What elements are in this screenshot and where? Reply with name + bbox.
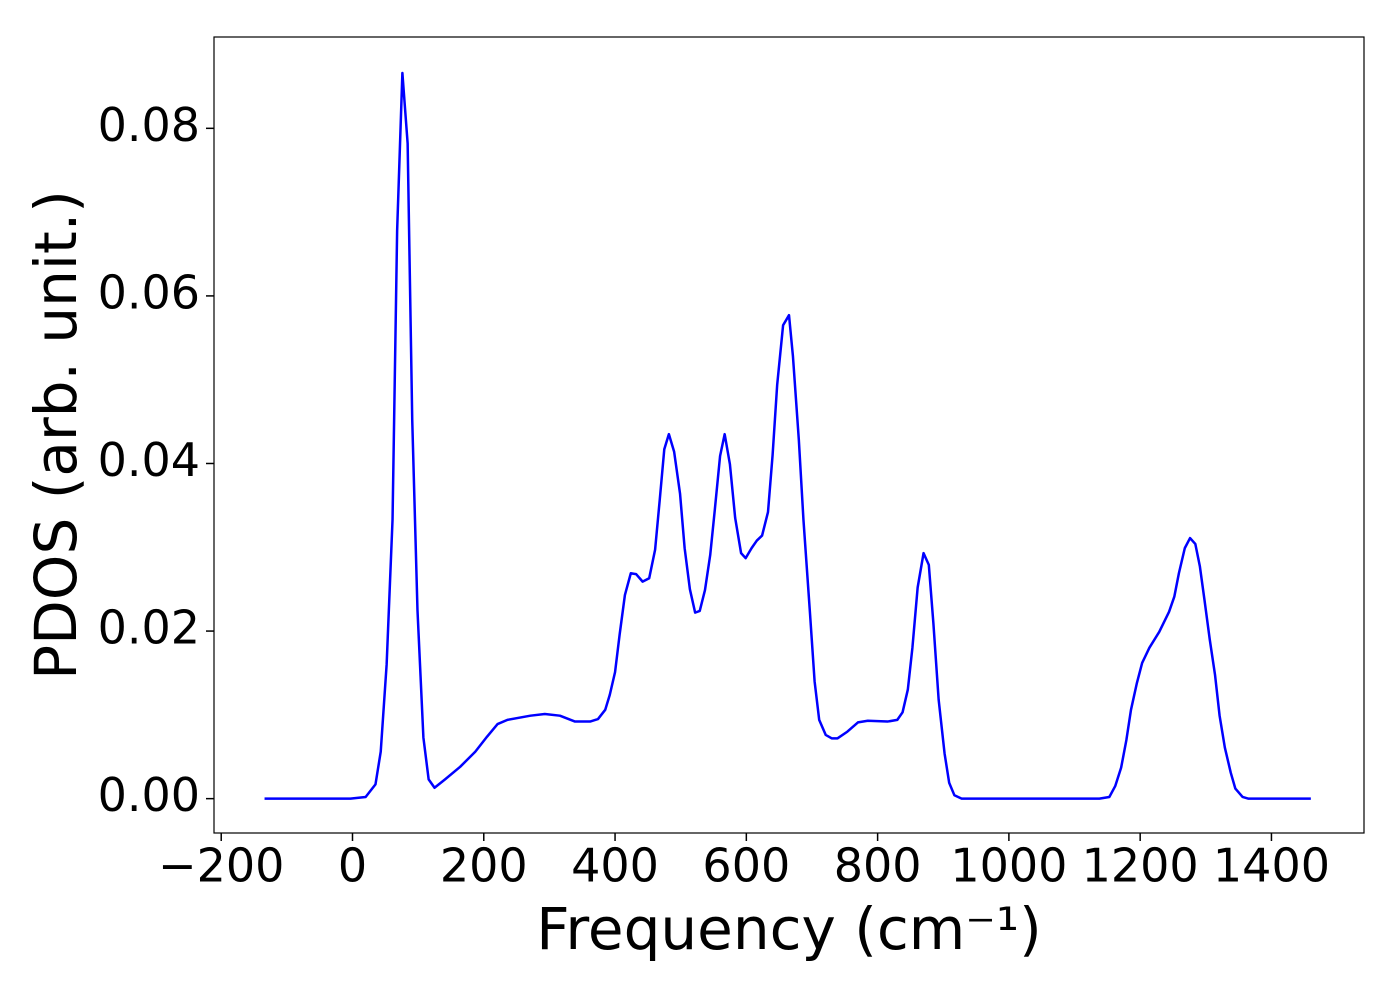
x-tick-label: 1000	[950, 839, 1067, 893]
x-tick-label: 200	[440, 839, 528, 893]
data-line	[264, 71, 1311, 800]
y-tick-label: 0.02	[98, 601, 200, 655]
y-tick-label: 0.00	[98, 768, 200, 822]
y-tick-label: 0.04	[98, 433, 200, 487]
x-tick-label: 400	[571, 839, 659, 893]
x-tick-label: 800	[834, 839, 922, 893]
x-tick-label: 600	[702, 839, 790, 893]
x-tick-label: 1400	[1213, 839, 1330, 893]
plot-frame	[213, 36, 1365, 834]
x-tick-label: 0	[338, 839, 367, 893]
x-axis-label: Frequency (cm⁻¹)	[536, 895, 1042, 963]
y-tick-label: 0.08	[98, 98, 200, 152]
y-tick-label: 0.06	[98, 265, 200, 319]
x-tick-label: 1200	[1082, 839, 1199, 893]
y-axis-label: PDOS (arb. unit.)	[22, 190, 90, 680]
x-tick-label: −200	[158, 839, 284, 893]
